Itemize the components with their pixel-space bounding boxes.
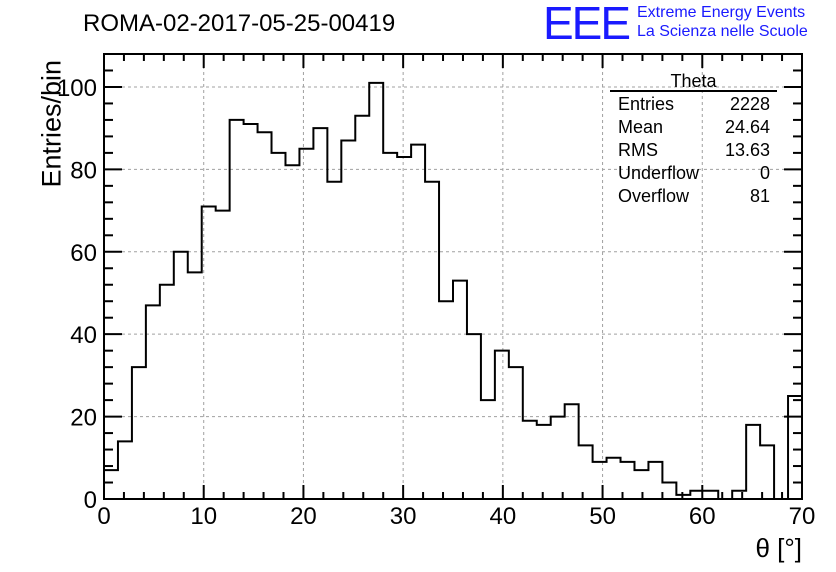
histogram-bin — [565, 404, 579, 499]
stats-value: 24.64 — [725, 117, 770, 137]
x-tick-label: 40 — [490, 503, 517, 530]
y-tick-label: 100 — [57, 75, 97, 102]
x-axis-label: θ [°] — [755, 533, 802, 563]
histogram-bin — [537, 425, 551, 499]
x-tick-label: 50 — [589, 503, 616, 530]
histogram-bin — [607, 458, 621, 499]
histogram-bin — [174, 252, 188, 499]
histogram-bin — [313, 128, 327, 499]
x-tick-label: 0 — [97, 503, 110, 530]
y-tick-label: 0 — [84, 487, 97, 514]
histogram-bin — [732, 491, 746, 499]
y-tick-label: 80 — [70, 157, 97, 184]
stats-label: Overflow — [618, 186, 690, 206]
histogram-bin — [118, 441, 132, 499]
stats-label: Entries — [618, 94, 674, 114]
histogram-bin — [579, 445, 593, 499]
y-tick-label: 60 — [70, 240, 97, 267]
histogram-bin — [704, 491, 718, 499]
histogram-bin — [355, 116, 369, 499]
histogram-bin — [188, 272, 202, 499]
x-tick-label: 20 — [290, 503, 317, 530]
y-tick-label: 20 — [70, 405, 97, 432]
stats-label: Underflow — [618, 163, 700, 183]
stats-value: 13.63 — [725, 140, 770, 160]
histogram-bin — [341, 141, 355, 499]
stats-label: RMS — [618, 140, 658, 160]
histogram-bin — [160, 285, 174, 499]
logo-line-1: Extreme Energy Events — [637, 4, 806, 21]
chart-title: ROMA-02-2017-05-25-00419 — [83, 10, 396, 37]
histogram-bin — [327, 182, 341, 499]
stats-value: 2228 — [730, 94, 770, 114]
histogram-bin — [760, 445, 774, 499]
histogram-bin — [383, 153, 397, 499]
histogram-bin — [425, 182, 439, 499]
histogram-bin — [132, 367, 146, 499]
histogram-bin — [244, 124, 258, 499]
histogram-bin — [648, 462, 662, 499]
y-axis-label: Entries/bin — [36, 59, 67, 188]
histogram-bin — [662, 483, 676, 499]
histogram-bin — [397, 157, 411, 499]
histogram-bin — [523, 421, 537, 499]
histogram-bin — [216, 211, 230, 499]
x-tick-label: 70 — [789, 503, 816, 530]
histogram-bin — [369, 83, 383, 499]
histogram-bin — [411, 145, 425, 499]
histogram-bin — [746, 425, 760, 499]
histogram-bin — [481, 400, 495, 499]
plot-frame — [103, 53, 803, 500]
histogram-bin — [788, 396, 802, 499]
histogram-bin — [230, 120, 244, 499]
histogram-bin — [202, 206, 216, 499]
histogram-bin — [509, 367, 523, 499]
stats-label: Mean — [618, 117, 663, 137]
x-tick-label: 30 — [390, 503, 417, 530]
histogram-bin — [593, 462, 607, 499]
histogram-bin — [272, 153, 286, 499]
histogram-bin — [495, 351, 509, 499]
histogram-outline — [103, 81, 803, 500]
eee-logo: EEE — [543, 0, 631, 49]
histogram-bin — [258, 132, 272, 499]
x-tick-label: 60 — [689, 503, 716, 530]
histogram-bin — [104, 470, 118, 499]
stats-value: 81 — [750, 186, 770, 206]
stats-title: Theta — [670, 71, 717, 91]
logo-line-2: La Scienza nelle Scuole — [637, 23, 808, 40]
stats-value: 0 — [760, 163, 770, 183]
x-tick-label: 10 — [190, 503, 217, 530]
histogram-bin — [285, 165, 299, 499]
histogram-bin — [551, 417, 565, 499]
histogram-bin — [453, 281, 467, 499]
histogram-bin — [299, 149, 313, 499]
y-tick-label: 40 — [70, 322, 97, 349]
histogram-bin — [439, 301, 453, 499]
